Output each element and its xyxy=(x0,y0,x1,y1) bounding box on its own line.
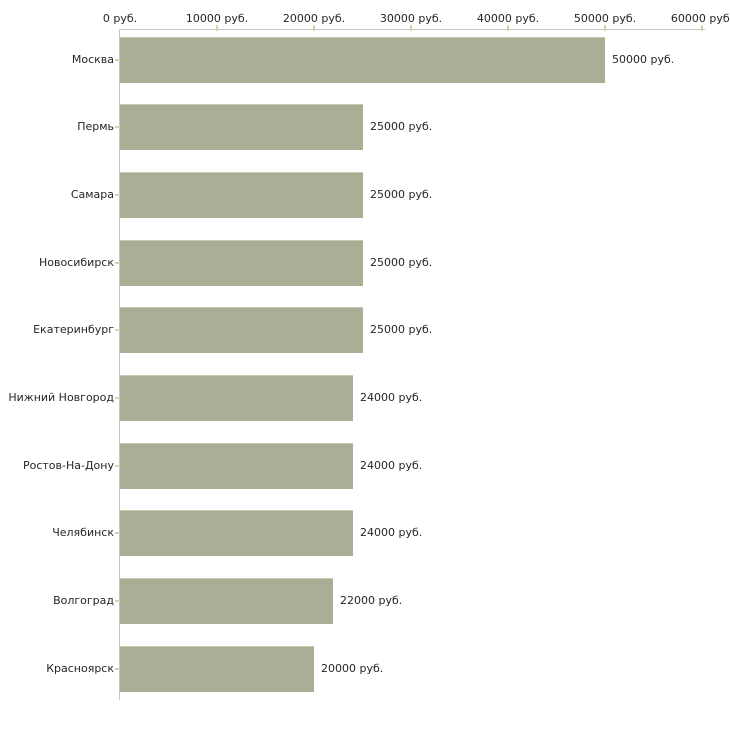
category-label: Самара xyxy=(70,188,114,201)
category-label: Волгоград xyxy=(53,594,114,607)
x-axis-line xyxy=(119,29,705,30)
x-axis-tick-label: 40000 руб. xyxy=(476,12,540,25)
y-axis-tick xyxy=(115,397,120,399)
value-label: 24000 руб. xyxy=(360,526,423,539)
value-label: 24000 руб. xyxy=(360,459,423,472)
x-axis-tick-label: 50000 руб. xyxy=(573,12,637,25)
category-label: Челябинск xyxy=(52,526,114,539)
x-axis-tick xyxy=(701,25,703,31)
value-label: 25000 руб. xyxy=(370,188,433,201)
x-axis-tick xyxy=(410,25,412,31)
bar xyxy=(120,240,363,286)
value-label: 22000 руб. xyxy=(340,594,403,607)
bar xyxy=(120,104,363,150)
x-axis-tick-label: 0 руб. xyxy=(102,12,138,25)
y-axis-tick xyxy=(115,194,120,196)
value-label: 24000 руб. xyxy=(360,391,423,404)
x-axis-tick-label: 30000 руб. xyxy=(379,12,443,25)
category-label: Пермь xyxy=(77,120,114,133)
x-axis-tick-label: 10000 руб. xyxy=(185,12,249,25)
value-label: 50000 руб. xyxy=(612,53,675,66)
x-axis-tick-label: 20000 руб. xyxy=(282,12,346,25)
x-axis-tick xyxy=(604,25,606,31)
bar xyxy=(120,375,353,421)
y-axis-tick xyxy=(115,600,120,602)
y-axis-tick xyxy=(115,126,120,128)
value-label: 20000 руб. xyxy=(321,662,384,675)
bar xyxy=(120,578,333,624)
x-axis-tick xyxy=(216,25,218,31)
bar xyxy=(120,646,314,692)
y-axis-tick xyxy=(115,329,120,331)
category-label: Екатеринбург xyxy=(33,323,114,336)
bar xyxy=(120,443,353,489)
bar xyxy=(120,37,605,83)
y-axis-tick xyxy=(115,465,120,467)
bar xyxy=(120,172,363,218)
y-axis-tick xyxy=(115,262,120,264)
y-axis-tick xyxy=(115,668,120,670)
y-axis-line xyxy=(119,29,120,700)
category-label: Москва xyxy=(71,53,114,66)
category-label: Красноярск xyxy=(46,662,114,675)
category-label: Новосибирск xyxy=(38,256,114,269)
y-axis-tick xyxy=(115,59,120,61)
value-label: 25000 руб. xyxy=(370,256,433,269)
x-axis-tick-label: 60000 руб. xyxy=(670,12,730,25)
y-axis-tick xyxy=(115,532,120,534)
x-axis-tick xyxy=(313,25,315,31)
category-label: Нижний Новгород xyxy=(8,391,114,404)
value-label: 25000 руб. xyxy=(370,323,433,336)
bar xyxy=(120,307,363,353)
x-axis-tick xyxy=(507,25,509,31)
bar xyxy=(120,510,353,556)
category-label: Ростов-На-Дону xyxy=(22,459,114,472)
value-label: 25000 руб. xyxy=(370,120,433,133)
